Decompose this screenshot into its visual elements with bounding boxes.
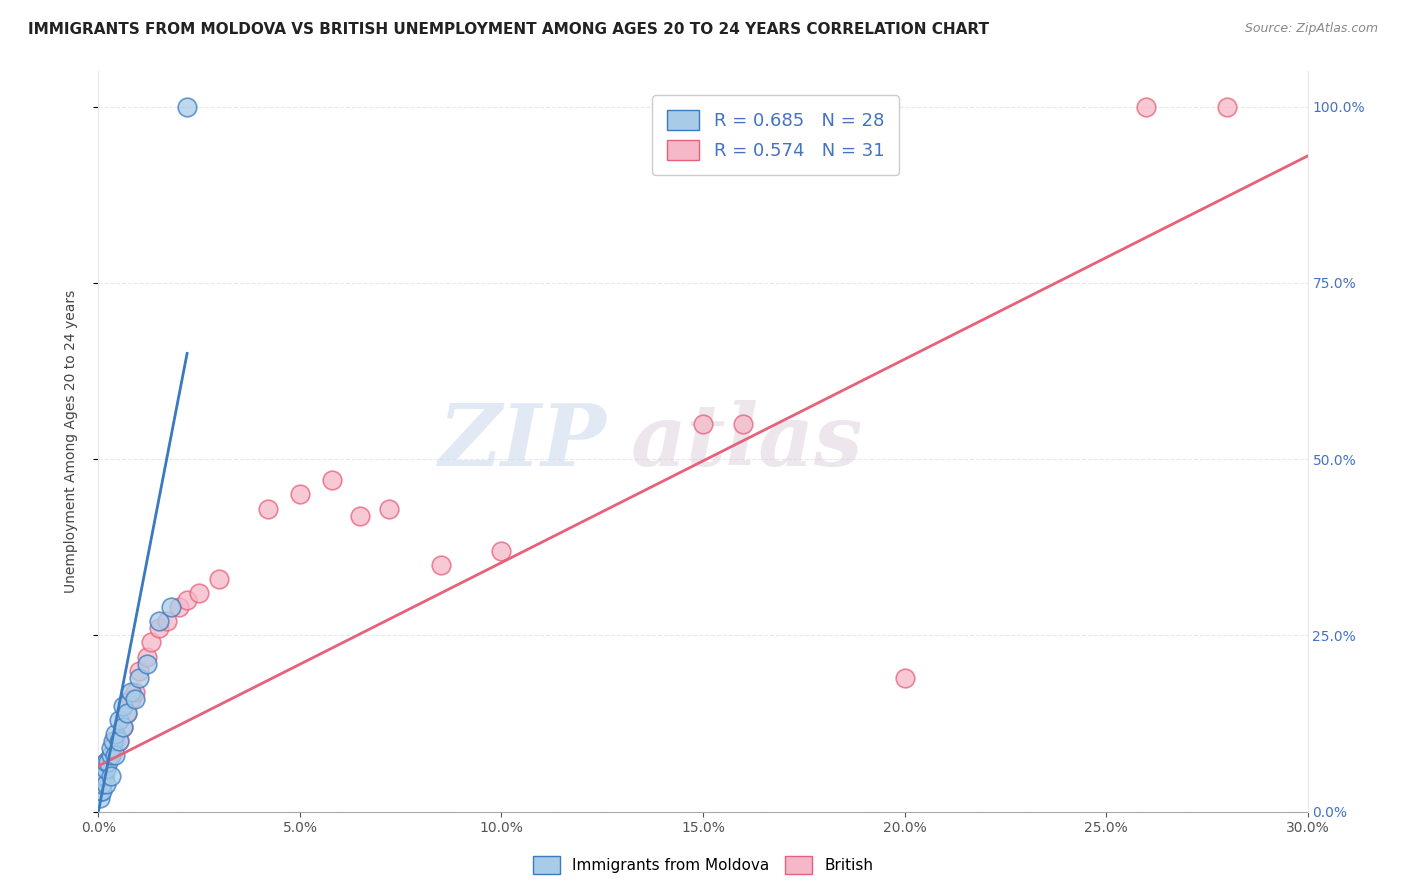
- Text: ZIP: ZIP: [439, 400, 606, 483]
- Point: [167, 600, 190, 615]
- Point: [377, 501, 399, 516]
- Point: [321, 473, 343, 487]
- Point: [100, 748, 122, 763]
- Point: [100, 769, 122, 783]
- Point: [115, 706, 138, 720]
- Point: [139, 635, 162, 649]
- Point: [107, 713, 129, 727]
- Point: [115, 706, 138, 720]
- Point: [96, 776, 118, 790]
- Text: IMMIGRANTS FROM MOLDOVA VS BRITISH UNEMPLOYMENT AMONG AGES 20 TO 24 YEARS CORREL: IMMIGRANTS FROM MOLDOVA VS BRITISH UNEMP…: [28, 22, 988, 37]
- Y-axis label: Unemployment Among Ages 20 to 24 years: Unemployment Among Ages 20 to 24 years: [63, 290, 77, 593]
- Point: [89, 790, 111, 805]
- Point: [188, 586, 211, 600]
- Point: [120, 692, 142, 706]
- Point: [128, 671, 150, 685]
- Point: [135, 657, 157, 671]
- Point: [256, 501, 278, 516]
- Point: [97, 756, 120, 770]
- Point: [91, 776, 114, 790]
- Point: [135, 649, 157, 664]
- Point: [124, 685, 146, 699]
- Point: [90, 783, 112, 797]
- Point: [107, 734, 129, 748]
- Point: [100, 748, 122, 763]
- Point: [101, 734, 124, 748]
- Point: [176, 100, 198, 114]
- Legend: R = 0.685   N = 28, R = 0.574   N = 31: R = 0.685 N = 28, R = 0.574 N = 31: [652, 95, 898, 175]
- Point: [160, 600, 183, 615]
- Point: [107, 734, 129, 748]
- Point: [103, 734, 125, 748]
- Point: [128, 664, 150, 678]
- Text: atlas: atlas: [630, 400, 863, 483]
- Point: [96, 763, 118, 777]
- Point: [1135, 100, 1157, 114]
- Point: [288, 487, 311, 501]
- Point: [103, 748, 125, 763]
- Point: [1216, 100, 1239, 114]
- Point: [430, 558, 453, 572]
- Point: [120, 685, 142, 699]
- Point: [491, 544, 513, 558]
- Point: [91, 783, 114, 797]
- Point: [148, 621, 170, 635]
- Point: [692, 417, 714, 431]
- Point: [111, 720, 134, 734]
- Point: [111, 720, 134, 734]
- Point: [176, 593, 198, 607]
- Point: [111, 698, 134, 713]
- Point: [96, 756, 118, 770]
- Point: [96, 756, 118, 770]
- Point: [156, 615, 179, 629]
- Point: [93, 769, 115, 783]
- Point: [349, 508, 371, 523]
- Point: [100, 741, 122, 756]
- Point: [148, 615, 170, 629]
- Point: [91, 769, 114, 783]
- Point: [208, 572, 231, 586]
- Point: [893, 671, 915, 685]
- Point: [124, 692, 146, 706]
- Point: [91, 776, 114, 790]
- Point: [91, 763, 114, 777]
- Point: [103, 727, 125, 741]
- Point: [733, 417, 755, 431]
- Legend: Immigrants from Moldova, British: Immigrants from Moldova, British: [526, 850, 880, 880]
- Text: Source: ZipAtlas.com: Source: ZipAtlas.com: [1244, 22, 1378, 36]
